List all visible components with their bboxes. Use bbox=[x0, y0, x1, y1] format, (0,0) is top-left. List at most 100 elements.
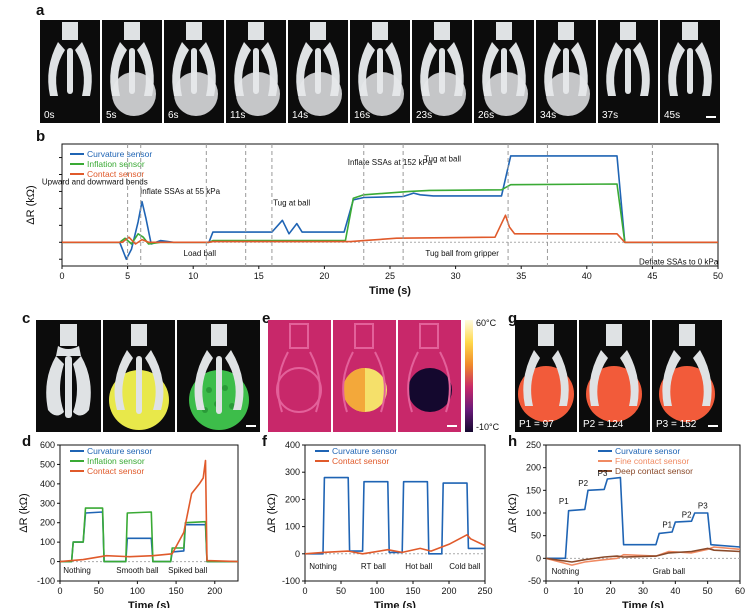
legend-entry: Deep contact sensor bbox=[615, 466, 693, 476]
panel-label-a: a bbox=[36, 2, 45, 19]
x-tick-label: 150 bbox=[405, 586, 420, 596]
panel-g-photo-p1: P1 = 97 bbox=[515, 320, 577, 432]
annotation: Nothing bbox=[309, 562, 337, 571]
annotation: Tug ball from gripper bbox=[425, 249, 499, 258]
frame-10: 45s bbox=[660, 20, 720, 123]
x-tick-label: 45 bbox=[647, 271, 657, 281]
frame-5: 16s bbox=[350, 20, 410, 123]
legend-entry: Curvature sensor bbox=[332, 446, 397, 456]
y-tick-label: -100 bbox=[282, 576, 300, 586]
annotation: Load ball bbox=[184, 249, 217, 258]
frame-time-label: 6s bbox=[168, 110, 179, 121]
x-tick-label: 100 bbox=[130, 586, 145, 596]
x-tick-label: 30 bbox=[451, 271, 461, 281]
panel-label-d: d bbox=[22, 433, 32, 450]
x-tick-label: 50 bbox=[94, 586, 104, 596]
y-tick-label: -50 bbox=[528, 576, 541, 586]
frame-time-label: 0s bbox=[44, 110, 55, 121]
frame-time-label: 5s bbox=[106, 110, 117, 121]
annotation: Spiked ball bbox=[168, 566, 207, 575]
y-tick-label: 500 bbox=[40, 459, 55, 469]
colorbar-min-label: -10°C bbox=[476, 422, 500, 432]
panel-label-e: e bbox=[262, 310, 271, 327]
panel-c-photo-smooth-ball bbox=[103, 320, 175, 432]
legend-entry: Curvature sensor bbox=[87, 446, 152, 456]
y-tick-label: 150 bbox=[526, 485, 541, 495]
scale-bar bbox=[447, 425, 457, 427]
frame-3: 11s bbox=[226, 20, 286, 123]
series-line-contact-sensor bbox=[304, 534, 486, 555]
panel-a-photo-strip: 0s 5s 6s 11s 14s 16s 23s 26s 34s 37s 45s bbox=[40, 20, 720, 123]
y-tick-label: 200 bbox=[285, 494, 300, 504]
legend-entry: Fine contact sensor bbox=[615, 456, 689, 466]
series-line-inflation-sensor bbox=[60, 507, 238, 563]
x-tick-label: 50 bbox=[713, 271, 723, 281]
x-axis-label: Time (s) bbox=[369, 285, 411, 297]
y-tick-label: 200 bbox=[526, 463, 541, 473]
x-tick-label: 20 bbox=[319, 271, 329, 281]
x-tick-label: 250 bbox=[477, 586, 492, 596]
series-line-curvature-sensor bbox=[546, 476, 741, 560]
frame-6: 23s bbox=[412, 20, 472, 123]
x-tick-label: 10 bbox=[573, 586, 583, 596]
frame-time-label: 34s bbox=[540, 110, 557, 121]
annotation: P3 bbox=[598, 469, 608, 478]
plot-frame bbox=[304, 444, 486, 582]
y-tick-label: 400 bbox=[40, 479, 55, 489]
annotation: Nothing bbox=[63, 566, 91, 575]
x-tick-label: 30 bbox=[638, 586, 648, 596]
frame-time-label: 16s bbox=[354, 110, 371, 121]
series-line-curvature-sensor bbox=[60, 511, 238, 563]
annotation: P1 bbox=[662, 521, 672, 530]
pressure-label-p1: P1 = 97 bbox=[519, 419, 554, 430]
x-axis-label: Time (s) bbox=[128, 600, 170, 608]
y-tick-label: 200 bbox=[40, 518, 55, 528]
y-tick-label: 400 bbox=[285, 440, 300, 450]
y-axis-label: ΔR (kΩ) bbox=[25, 185, 37, 224]
x-tick-label: 0 bbox=[543, 586, 548, 596]
panel-e-thermal-rt bbox=[268, 320, 331, 432]
annotation: Upward and downward bends bbox=[42, 178, 148, 187]
y-tick-label: 250 bbox=[526, 440, 541, 450]
annotation: Cold ball bbox=[449, 562, 480, 571]
legend-entry: Curvature sensor bbox=[615, 446, 680, 456]
y-tick-label: 0 bbox=[295, 549, 300, 559]
frame-time-label: 14s bbox=[292, 110, 309, 121]
legend-entry: Contact sensor bbox=[87, 466, 144, 476]
legend-entry: Contact sensor bbox=[332, 456, 389, 466]
annotation: Smooth ball bbox=[116, 566, 158, 575]
y-tick-label: 100 bbox=[285, 522, 300, 532]
series-line-deep-contact-sensor bbox=[545, 547, 741, 563]
x-tick-label: 200 bbox=[207, 586, 222, 596]
annotation: Inflate SSAs at 55 kPa bbox=[140, 187, 221, 196]
panel-e-thermal-hot bbox=[333, 320, 396, 432]
annotation: P2 bbox=[578, 479, 588, 488]
annotation: P3 bbox=[698, 501, 708, 510]
series-line-curvature-sensor bbox=[305, 476, 485, 555]
x-tick-label: 0 bbox=[57, 586, 62, 596]
frame-time-label: 23s bbox=[416, 110, 433, 121]
frame-4: 14s bbox=[288, 20, 348, 123]
x-tick-label: 0 bbox=[59, 271, 64, 281]
colorbar-max-label: 60°C bbox=[476, 318, 497, 328]
x-tick-label: 20 bbox=[606, 586, 616, 596]
panel-c-photo-gripper-empty bbox=[36, 320, 101, 432]
annotation: Inflate SSAs at 152 kPa bbox=[348, 158, 433, 167]
cold-ball bbox=[408, 368, 452, 412]
x-tick-label: 15 bbox=[254, 271, 264, 281]
x-tick-label: 60 bbox=[735, 586, 745, 596]
pressure-label-p2: P2 = 124 bbox=[583, 419, 624, 430]
frame-time-label: 45s bbox=[664, 110, 681, 121]
y-tick-label: -100 bbox=[37, 576, 55, 586]
plot-frame bbox=[59, 444, 239, 582]
frame-time-label: 11s bbox=[230, 110, 246, 121]
scale-bar bbox=[246, 425, 256, 427]
panel-g-photo-p3: P3 = 152 bbox=[652, 320, 722, 432]
frame-7: 26s bbox=[474, 20, 534, 123]
panel-label-h: h bbox=[508, 433, 518, 450]
legend-entry: Curvature sensor bbox=[87, 149, 152, 159]
x-tick-label: 200 bbox=[441, 586, 456, 596]
panel-label-g: g bbox=[508, 310, 518, 327]
